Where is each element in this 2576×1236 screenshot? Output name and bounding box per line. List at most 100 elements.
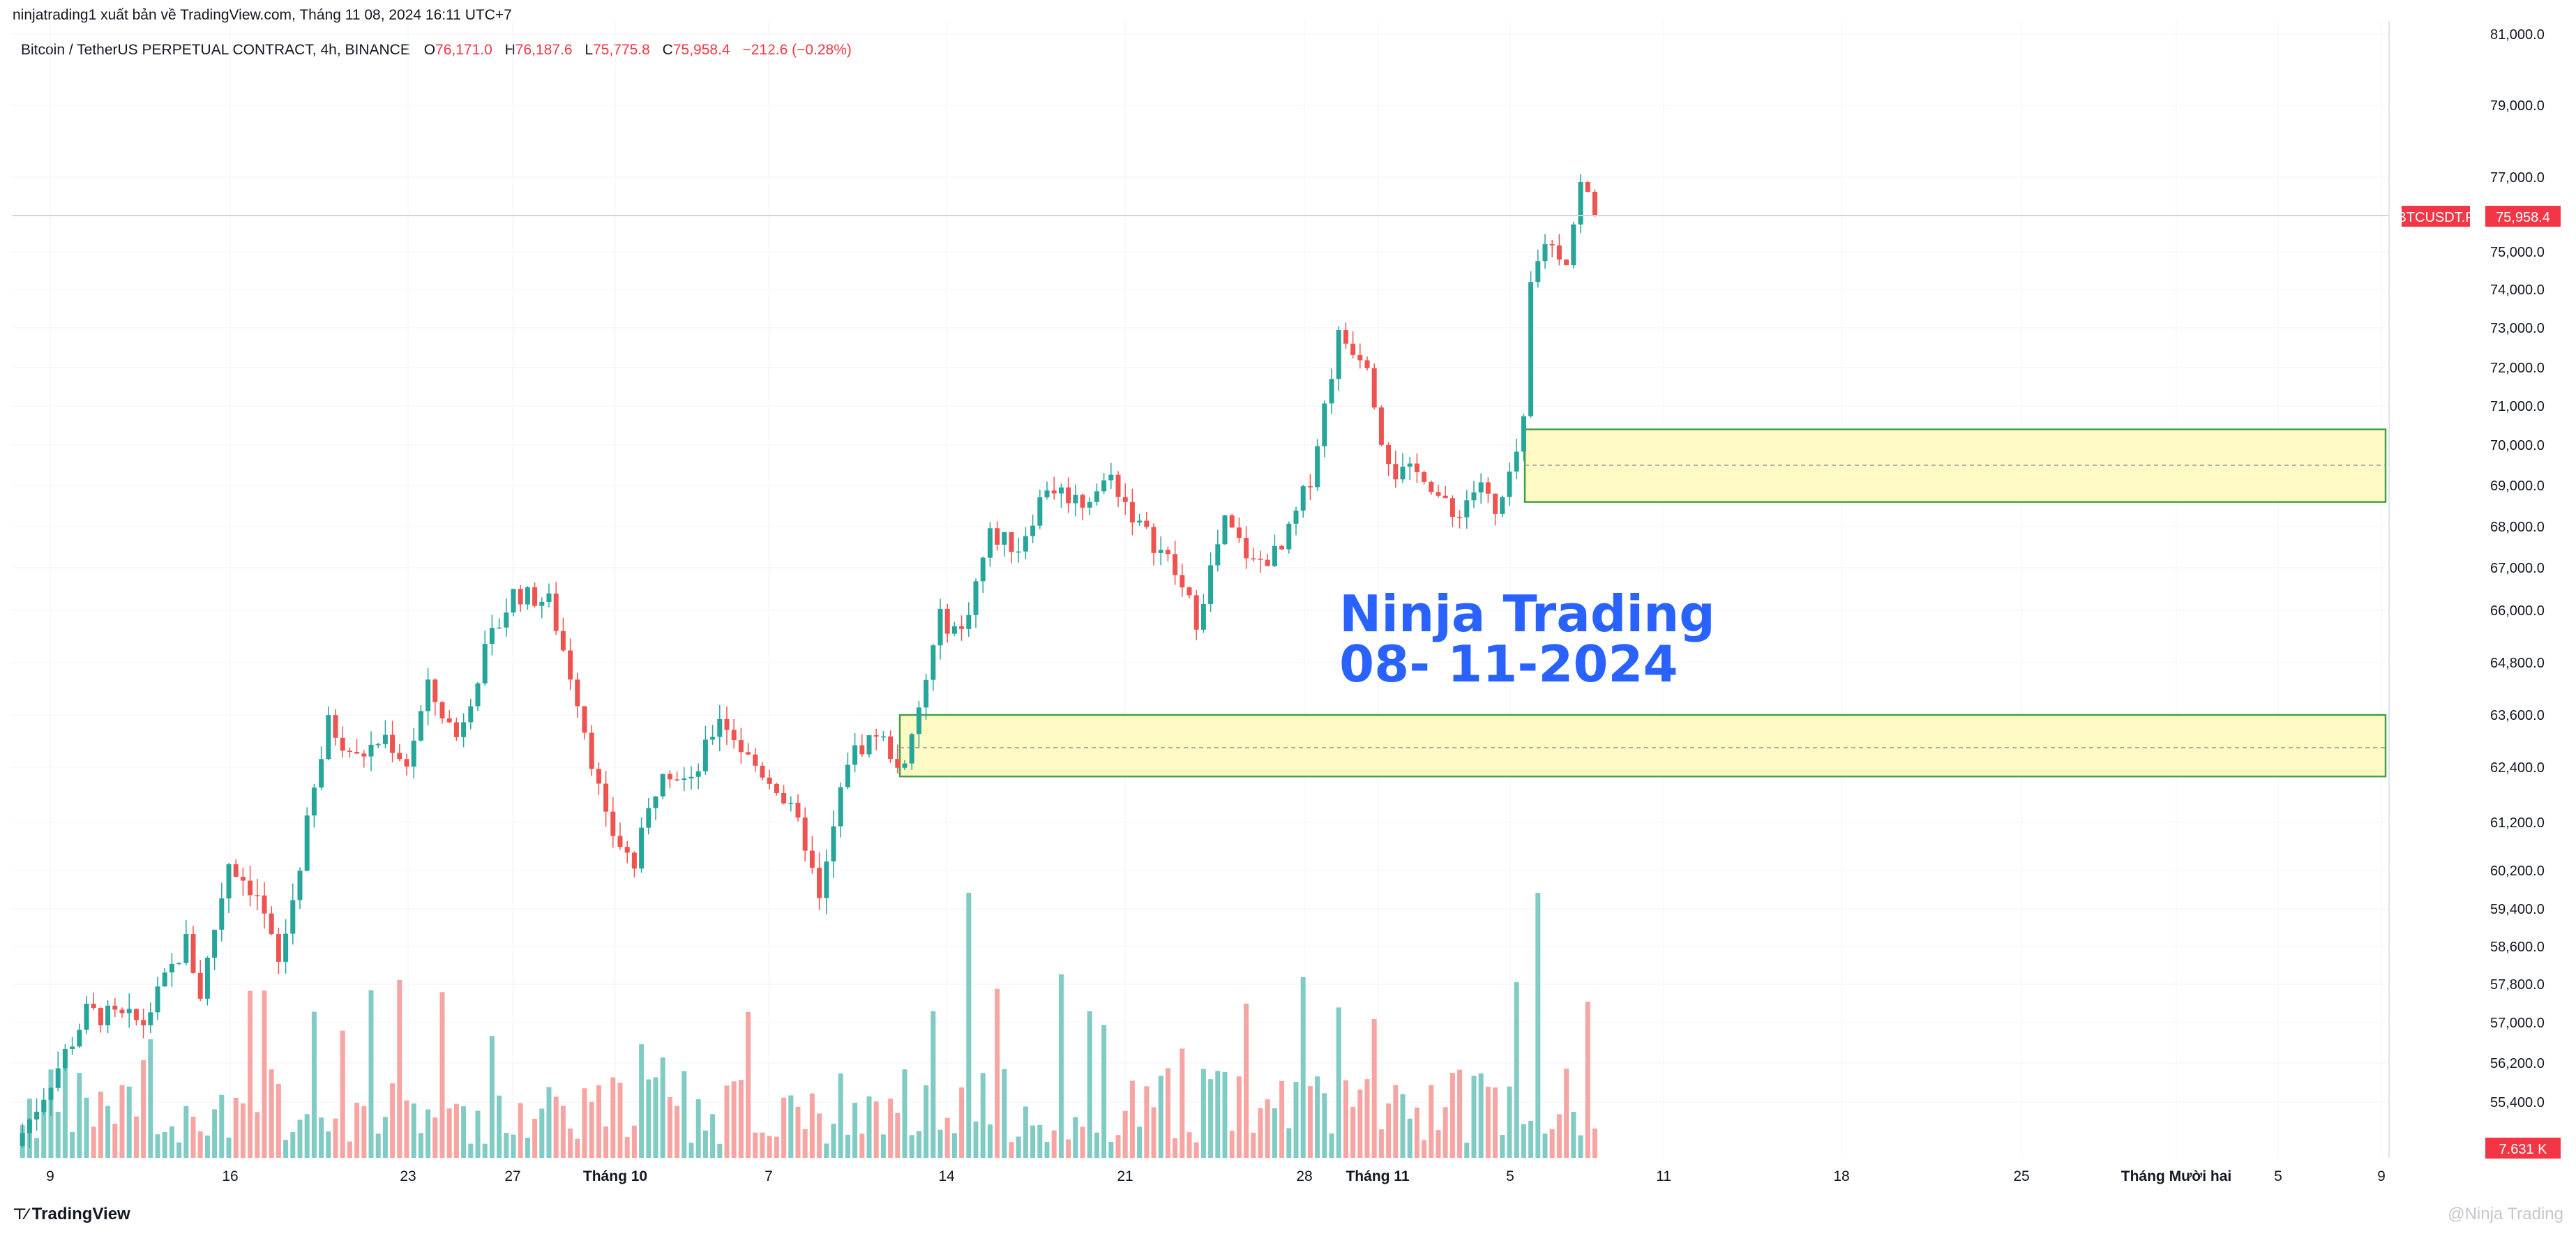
- candle-body: [190, 934, 196, 973]
- candle-body: [432, 679, 438, 702]
- volume-bar: [880, 1134, 886, 1158]
- time-tick-label: 27: [504, 1168, 520, 1184]
- tradingview-logo[interactable]: ⊤⁄ TradingView: [13, 1205, 130, 1224]
- volume-bar: [1058, 974, 1064, 1158]
- candle-body: [1436, 492, 1441, 496]
- volume-bar: [475, 1110, 481, 1158]
- time-axis[interactable]: 9 16 23 27 Tháng 10 7 14 21 28 Tháng 11 5 11 18 25 Thá…: [46, 1168, 2386, 1184]
- candle-body: [753, 754, 758, 766]
- volume-bar: [141, 1060, 146, 1158]
- volume-bar: [1122, 1110, 1128, 1158]
- volume-bar: [724, 1085, 730, 1158]
- candle-body: [461, 722, 467, 737]
- candle-body: [1286, 523, 1292, 550]
- volume-bar: [77, 1073, 82, 1158]
- volume-bar: [1236, 1076, 1242, 1158]
- volume-bar: [1478, 1073, 1484, 1158]
- volume-badge-bg: [2485, 1138, 2561, 1159]
- volume-bar: [183, 1106, 189, 1158]
- candle-body: [1556, 245, 1562, 260]
- candle-body: [902, 763, 907, 768]
- price-tick-label: 73,000.0: [2490, 321, 2545, 336]
- candle-body: [617, 836, 623, 847]
- symbol-title[interactable]: Bitcoin / TetherUS PERPETUAL CONTRACT, 4…: [21, 42, 410, 58]
- volume-bar: [1414, 1107, 1419, 1158]
- volume-bar: [219, 1094, 225, 1158]
- lower-demand-zone[interactable]: [898, 714, 2387, 778]
- zones[interactable]: [898, 428, 2387, 778]
- volume-bar: [624, 1136, 630, 1158]
- annotation-text[interactable]: Ninja Trading 08- 11-2024: [1339, 585, 1715, 693]
- candle-body: [70, 1046, 75, 1049]
- volume-bar: [995, 988, 1000, 1158]
- candle-body: [1357, 354, 1363, 361]
- volume-bar: [169, 1126, 174, 1158]
- candle-body: [746, 752, 751, 755]
- price-tick-label: 55,400.0: [2490, 1095, 2545, 1110]
- price-tick-label: 77,000.0: [2490, 170, 2545, 186]
- candle-body: [931, 645, 936, 680]
- volume-bar: [1300, 977, 1306, 1158]
- volume-bar: [596, 1085, 601, 1158]
- candle-body: [1514, 451, 1519, 472]
- volume-bar: [1400, 1094, 1406, 1158]
- volume-bar: [532, 1118, 538, 1158]
- candle-body: [446, 718, 452, 723]
- candle-body: [873, 735, 879, 737]
- candle-body: [62, 1048, 68, 1069]
- candle-body: [695, 771, 701, 777]
- time-tick-label: Tháng 11: [1346, 1168, 1409, 1184]
- candle-body: [269, 913, 274, 935]
- price-axis[interactable]: 81,000.0 79,000.0 77,000.0 75,000.0 74,000.0…: [2490, 27, 2545, 1110]
- volume-bar: [411, 1103, 416, 1158]
- candle-body: [255, 895, 260, 896]
- candle-body: [675, 779, 680, 781]
- candle-body: [1244, 538, 1249, 559]
- high-value: 76,187.6: [515, 42, 573, 58]
- candle-body: [148, 1012, 153, 1025]
- volume-bar: [397, 980, 402, 1158]
- volume-bar: [824, 1143, 829, 1158]
- candle-body: [226, 864, 232, 898]
- candle-body: [987, 528, 993, 558]
- candle-body: [98, 1008, 103, 1025]
- candle-body: [795, 802, 801, 818]
- candle-body: [511, 589, 516, 613]
- volume-bar: [1286, 1128, 1292, 1158]
- volume-bar: [1115, 1135, 1121, 1158]
- volume-bar: [1279, 1080, 1285, 1158]
- volume-bar: [112, 1123, 118, 1158]
- volume-bar: [1521, 1124, 1526, 1158]
- candle-body: [77, 1030, 82, 1047]
- volume-bar: [1180, 1048, 1185, 1158]
- volume-bar: [1030, 1125, 1036, 1158]
- candle-body: [411, 740, 416, 767]
- price-tick-label: 71,000.0: [2490, 399, 2545, 414]
- candle-body: [895, 759, 901, 768]
- watermark: @Ninja Trading: [2448, 1205, 2563, 1223]
- time-tick-label: 7: [764, 1168, 773, 1184]
- volume-bar: [190, 1116, 196, 1158]
- volume-bar: [468, 1143, 474, 1158]
- volume-bar: [70, 1132, 75, 1158]
- volume-bar: [966, 893, 972, 1158]
- price-tick-label: 60,200.0: [2490, 864, 2545, 879]
- volume-bar: [546, 1087, 552, 1158]
- volume-bar: [1165, 1068, 1170, 1158]
- price-tick-label: 68,000.0: [2490, 520, 2545, 535]
- volume-bar: [1023, 1106, 1028, 1158]
- volume-bar: [233, 1097, 239, 1158]
- last-price-badge: BTCUSDT.P 75,958.4: [2397, 206, 2561, 227]
- volume-bar: [333, 1118, 338, 1158]
- candle-body: [1023, 536, 1028, 552]
- volume-bar: [1244, 1003, 1249, 1158]
- volume-bar: [1087, 1011, 1092, 1158]
- volume-bar: [1535, 893, 1541, 1158]
- close-value: 75,958.4: [672, 42, 730, 58]
- volume-bar: [539, 1108, 545, 1158]
- candle-body: [354, 751, 360, 754]
- price-tick-label: 58,600.0: [2490, 940, 2545, 955]
- candle-body: [1350, 343, 1356, 355]
- volume-bar: [418, 1133, 423, 1158]
